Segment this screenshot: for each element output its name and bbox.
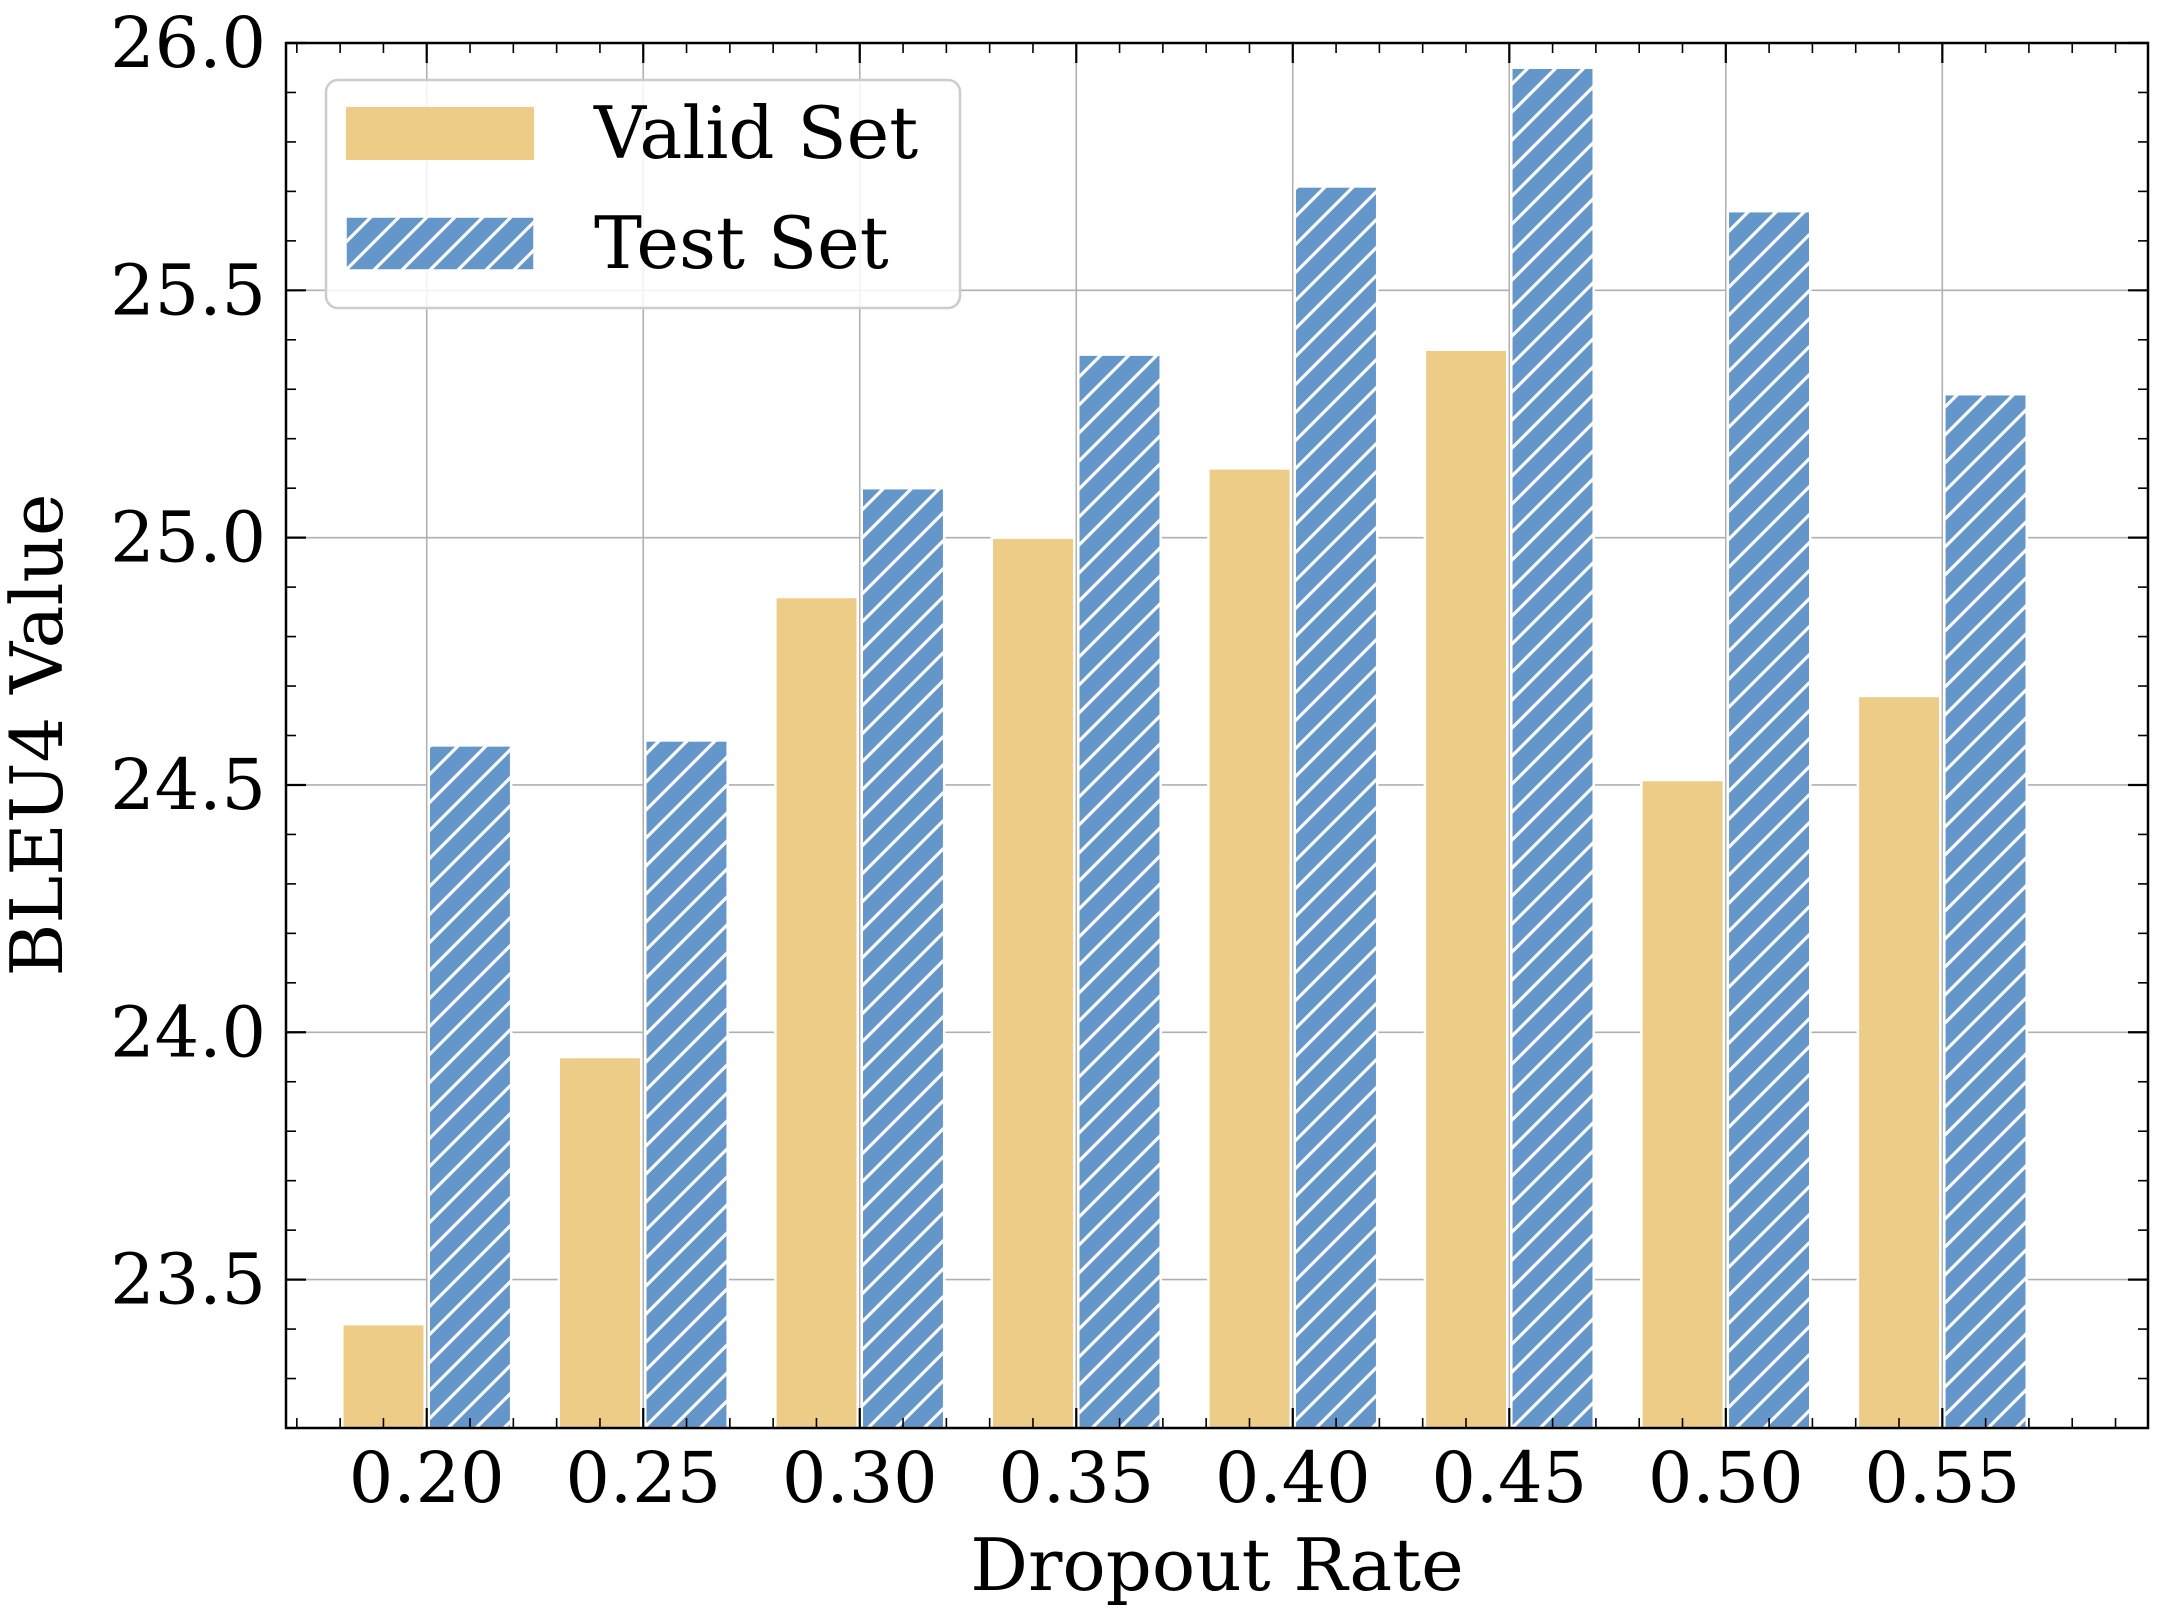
x-tick-label-0.35: 0.35 bbox=[998, 1437, 1154, 1519]
test-bar-0.45 bbox=[1510, 66, 1595, 1430]
legend-swatch-valid bbox=[346, 107, 534, 160]
x-tick-label-0.55: 0.55 bbox=[1864, 1437, 2020, 1519]
x-axis-label: Dropout Rate bbox=[970, 1523, 1463, 1607]
test-bar-0.30 bbox=[860, 486, 946, 1430]
x-tick-label-0.30: 0.30 bbox=[782, 1437, 938, 1519]
valid-bar-0.45 bbox=[1423, 348, 1509, 1430]
test-bar-0.40 bbox=[1293, 185, 1379, 1430]
valid-bar-0.30 bbox=[774, 595, 860, 1430]
legend-label-test: Test Set bbox=[594, 201, 889, 285]
x-tick-label-0.20: 0.20 bbox=[349, 1437, 505, 1519]
test-bar-0.25 bbox=[643, 739, 729, 1430]
y-tick-labels: 23.5 24.0 24.5 25.0 25.5 26.0 bbox=[110, 2, 266, 1321]
x-tick-label-0.40: 0.40 bbox=[1215, 1437, 1371, 1519]
valid-bar-0.40 bbox=[1207, 467, 1293, 1430]
x-tick-label-0.45: 0.45 bbox=[1431, 1437, 1587, 1519]
test-bar-0.20 bbox=[427, 744, 513, 1430]
x-tick-label-0.25: 0.25 bbox=[565, 1437, 721, 1519]
y-tick-label-26.0: 26.0 bbox=[110, 2, 266, 84]
y-axis-label: BLEU4 Value bbox=[0, 494, 79, 977]
valid-bar-0.20 bbox=[341, 1322, 426, 1430]
valid-bar-0.25 bbox=[557, 1055, 643, 1430]
y-tick-label-25.0: 25.0 bbox=[110, 497, 266, 579]
valid-bar-0.55 bbox=[1856, 694, 1942, 1430]
test-bar-0.55 bbox=[1943, 392, 2029, 1430]
y-tick-label-23.5: 23.5 bbox=[110, 1239, 266, 1321]
valid-bar-0.35 bbox=[990, 536, 1076, 1430]
legend-swatch-test bbox=[345, 216, 535, 271]
y-tick-label-24.5: 24.5 bbox=[110, 744, 266, 826]
x-tick-labels: 0.20 0.25 0.30 0.35 0.40 0.45 0.50 0.55 bbox=[349, 1437, 2020, 1519]
legend-label-valid: Valid Set bbox=[593, 91, 918, 175]
y-tick-label-24.0: 24.0 bbox=[110, 991, 266, 1073]
valid-bar-0.50 bbox=[1640, 778, 1726, 1430]
ticks bbox=[286, 41, 2148, 1429]
x-tick-label-0.50: 0.50 bbox=[1648, 1437, 1804, 1519]
test-bar-0.50 bbox=[1726, 209, 1812, 1430]
test-bar-0.35 bbox=[1077, 353, 1162, 1430]
legend: Valid Set Test Set bbox=[324, 78, 962, 310]
y-tick-label-25.5: 25.5 bbox=[110, 249, 266, 331]
